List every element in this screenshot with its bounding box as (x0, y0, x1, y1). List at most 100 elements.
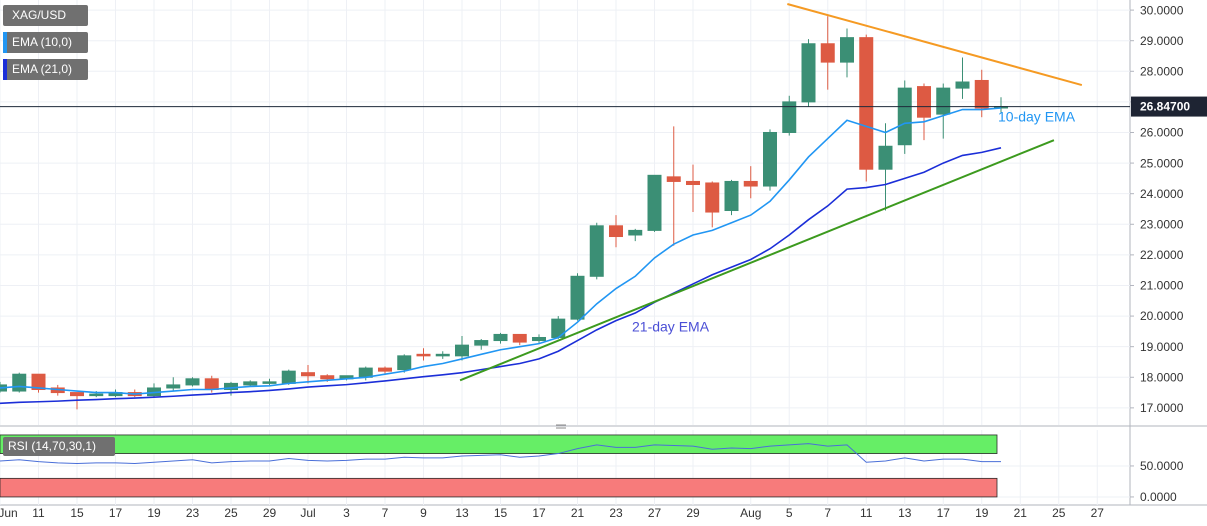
candle-body (12, 373, 27, 392)
candle-body (782, 101, 797, 133)
legend-swatch (3, 59, 7, 80)
y-tick-label: 50.0000 (1140, 459, 1184, 473)
y-tick-label: 28.0000 (1140, 64, 1184, 78)
x-tick-label: 17 (532, 506, 546, 520)
candle-body (878, 145, 893, 170)
x-tick-label: 19 (975, 506, 989, 520)
legend-label: EMA (21,0) (12, 62, 72, 76)
candle-body (281, 370, 296, 384)
candle-body (917, 86, 931, 118)
candle-body (743, 180, 758, 187)
candle-body (628, 229, 643, 236)
candle-body (666, 176, 681, 182)
x-tick-label: 11 (860, 506, 873, 520)
price-pane (0, 0, 1130, 425)
legend-label: EMA (10,0) (12, 35, 72, 49)
x-tick-label: 15 (494, 506, 508, 520)
rsi-band (0, 477, 998, 498)
x-tick-label: 17 (937, 506, 951, 520)
y-tick-label: 19.0000 (1140, 340, 1184, 354)
candle-body (89, 393, 104, 397)
candle-body (686, 180, 700, 186)
candle-body (301, 372, 315, 377)
trend-line (787, 3, 1083, 87)
candle-body (763, 131, 777, 187)
candle-body (801, 43, 816, 103)
x-tick-label: 13 (898, 506, 912, 520)
x-tick-label: 3 (343, 506, 350, 520)
x-tick-label: 7 (382, 506, 389, 520)
x-tick-label: 11 (32, 506, 45, 520)
x-tick-label: 25 (1052, 506, 1066, 520)
candle-body (955, 81, 970, 89)
x-tick-label: 27 (1091, 506, 1105, 520)
indicator-box (3, 437, 115, 456)
legend-box (3, 5, 88, 26)
rsi-band (0, 434, 998, 454)
candle-body (897, 87, 912, 146)
x-tick-label: 29 (686, 506, 700, 520)
x-tick-label: 25 (224, 506, 238, 520)
y-tick-label: 24.0000 (1140, 187, 1184, 201)
y-tick-label: 0.0000 (1140, 490, 1177, 504)
legend-swatch (3, 32, 7, 53)
candle-body (493, 333, 508, 342)
candle-body (320, 375, 335, 380)
y-tick-label: 25.0000 (1140, 156, 1184, 170)
legend-label: XAG/USD (12, 8, 66, 22)
candle-body (705, 182, 720, 213)
x-tick-label: 17 (109, 506, 123, 520)
candle-body (397, 355, 412, 371)
annotation: 10-day EMA (998, 109, 1076, 125)
candle-body (378, 367, 392, 372)
y-tick-label: 30.0000 (1140, 3, 1184, 17)
candle-body (840, 37, 854, 63)
x-tick-label: 5 (786, 506, 793, 520)
candle-body (974, 79, 989, 109)
price-tag-label: 26.84700 (1140, 100, 1190, 114)
x-tick-label: 23 (609, 506, 623, 520)
candle-body (262, 381, 277, 384)
x-tick-label: Aug (740, 506, 761, 520)
x-tick-label: 7 (824, 506, 831, 520)
candle-body (936, 87, 951, 115)
y-tick-label: 29.0000 (1140, 34, 1184, 48)
indicator-label: RSI (14,70,30,1) (8, 439, 96, 453)
candle-body (647, 174, 662, 231)
candle-body (243, 381, 258, 386)
y-tick-label: 21.0000 (1140, 279, 1184, 293)
candle-body (724, 180, 739, 212)
candle-body (166, 384, 181, 389)
annotation: 21-day EMA (632, 319, 710, 335)
legend-box (3, 32, 88, 53)
x-tick-label: 21 (1014, 506, 1028, 520)
y-tick-label: 26.0000 (1140, 126, 1184, 140)
y-tick-label: 17.0000 (1140, 401, 1184, 415)
candle-body (416, 353, 431, 357)
candle-body (512, 333, 527, 343)
ema-line (0, 107, 1002, 395)
trend-line (459, 139, 1055, 382)
candle-body (204, 378, 219, 391)
candle-body (859, 37, 874, 170)
y-tick-label: 18.0000 (1140, 370, 1184, 384)
x-tick-label: 29 (263, 506, 277, 520)
x-tick-label: 19 (147, 506, 161, 520)
candle-body (609, 225, 623, 238)
candle-body (185, 378, 200, 386)
rsi-line (0, 443, 1001, 464)
candle-body (224, 382, 238, 391)
price-tag (1131, 96, 1207, 117)
candle-body (589, 225, 604, 277)
x-tick-label: 23 (186, 506, 200, 520)
candle-body (532, 336, 546, 342)
candle-body (474, 340, 489, 346)
x-tick-label: 27 (648, 506, 662, 520)
x-tick-label: 13 (455, 506, 469, 520)
x-tick-label: 9 (420, 506, 427, 520)
y-tick-label: 22.0000 (1140, 248, 1184, 262)
candle-body (570, 275, 585, 320)
candle-body (455, 344, 469, 357)
